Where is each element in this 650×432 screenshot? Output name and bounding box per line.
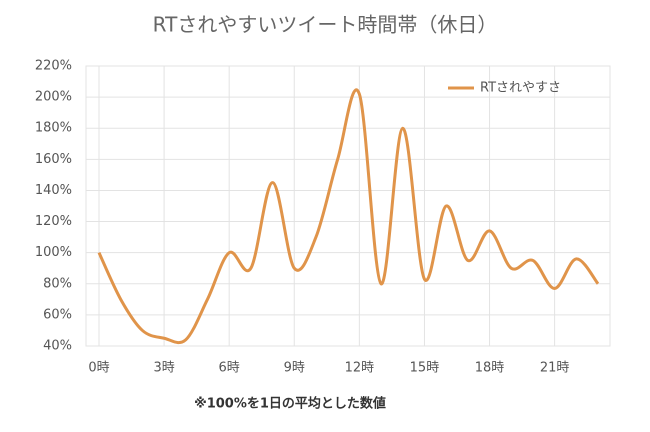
y-tick-label: 80% xyxy=(43,276,72,291)
x-tick-label: 3時 xyxy=(153,361,174,376)
x-tick-label: 0時 xyxy=(88,361,109,376)
y-tick-label: 120% xyxy=(35,214,72,229)
chart-title: RTされやすいツイート時間帯（休日） xyxy=(153,13,498,37)
y-tick-label: 160% xyxy=(35,152,72,167)
line xyxy=(97,88,600,345)
y-tick-label: 140% xyxy=(35,183,72,198)
y-tick-label: 40% xyxy=(43,339,72,354)
y-tick-label: 180% xyxy=(35,121,72,136)
y-tick-label: 60% xyxy=(43,307,72,322)
y-tick-label: 220% xyxy=(35,59,72,74)
x-tick-label: 15時 xyxy=(410,361,440,376)
x-tick-label: 18時 xyxy=(475,361,505,376)
annotation: ※100%を1日の平均とした数値 xyxy=(194,396,386,412)
x-tick-label: 12時 xyxy=(345,361,375,376)
y-tick-label: 100% xyxy=(35,245,72,260)
x-tick-label: 9時 xyxy=(284,361,305,376)
x-tick-label: 21時 xyxy=(540,361,570,376)
y-tick-label: 200% xyxy=(35,90,72,105)
legend-label: RTされやすさ xyxy=(480,81,561,96)
x-tick-label: 6時 xyxy=(219,361,240,376)
